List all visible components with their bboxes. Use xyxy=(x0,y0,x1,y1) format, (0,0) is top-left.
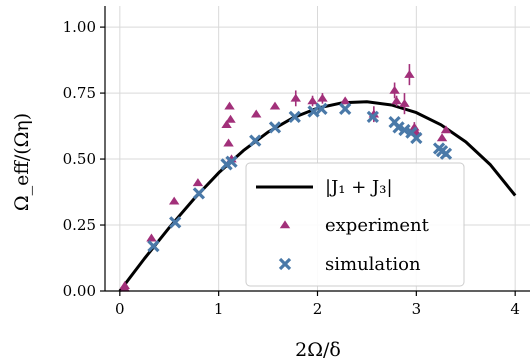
simulation-point xyxy=(315,102,328,116)
axes xyxy=(100,6,530,296)
experiment-point xyxy=(317,93,328,102)
x-tick-label: 3 xyxy=(412,300,422,318)
simulation-point xyxy=(410,131,423,145)
experiment-point xyxy=(269,101,281,110)
y-tick-label: 1.00 xyxy=(63,18,96,36)
simulation-marker-stroke xyxy=(192,187,206,200)
experiment-point xyxy=(223,138,234,147)
simulation-marker-stroke xyxy=(268,121,282,134)
experiment-point xyxy=(119,283,130,292)
experiment-point xyxy=(192,178,204,187)
experiment-point xyxy=(389,85,400,94)
y-tick-label: 0.00 xyxy=(63,282,96,300)
legend-simulation-marker xyxy=(278,257,292,271)
simulation-marker-stroke xyxy=(439,147,453,160)
simulation-markers xyxy=(147,102,453,253)
x-axis-label: 2Ω/δ xyxy=(295,339,341,361)
simulation-point xyxy=(366,110,379,123)
experiment-point xyxy=(436,133,448,142)
legend-experiment-swatch xyxy=(279,220,291,229)
experiment-point xyxy=(224,101,235,110)
y-tick-label: 0.50 xyxy=(63,150,96,168)
legend-simulation-swatch xyxy=(278,257,292,271)
legend-simulation-label: simulation xyxy=(325,254,421,275)
simulation-point xyxy=(225,155,238,168)
simulation-marker-stroke xyxy=(410,131,423,145)
experiment-point xyxy=(440,125,452,134)
x-tick-label: 2 xyxy=(313,300,323,318)
x-tick-label: 1 xyxy=(214,300,224,318)
experiment-point xyxy=(307,96,318,105)
experiment-point xyxy=(391,96,402,105)
simulation-marker-stroke xyxy=(315,102,328,116)
legend-theory-label: |J₁ + J₃| xyxy=(325,177,393,198)
simulation-marker-stroke xyxy=(249,134,262,147)
simulation-point xyxy=(169,216,182,229)
legend: |J₁ + J₃| experiment simulation xyxy=(245,162,465,287)
simulation-marker-stroke xyxy=(366,110,379,123)
tick-labels: 0 1 2 3 4 0.00 0.25 0.50 0.75 1.00 xyxy=(63,18,520,318)
simulation-point xyxy=(307,105,320,118)
simulation-marker-stroke xyxy=(278,257,292,271)
experiment-point xyxy=(146,233,157,242)
experiment-markers xyxy=(119,64,452,292)
experiment-point xyxy=(399,98,410,107)
experiment-point xyxy=(225,114,236,123)
legend-experiment-marker xyxy=(279,220,291,229)
simulation-marker-stroke xyxy=(169,216,182,229)
x-tick-label: 4 xyxy=(510,300,520,318)
legend-frame xyxy=(245,162,465,287)
experiment-point xyxy=(168,196,180,205)
simulation-point xyxy=(398,123,411,137)
experiment-point xyxy=(290,93,301,102)
experiment-point xyxy=(251,109,262,118)
simulation-marker-stroke xyxy=(339,102,352,116)
y-tick-label: 0.75 xyxy=(63,84,96,102)
simulation-marker-stroke xyxy=(147,240,160,253)
simulation-point xyxy=(192,187,206,200)
experiment-point xyxy=(339,96,351,105)
simulation-marker-stroke xyxy=(307,105,320,118)
simulation-point xyxy=(249,134,262,147)
simulation-marker-stroke xyxy=(398,123,411,137)
x-tick-label: 0 xyxy=(115,300,125,318)
simulation-marker-stroke xyxy=(405,126,418,139)
simulation-marker-stroke xyxy=(392,121,405,134)
simulation-point xyxy=(147,240,160,253)
simulation-point xyxy=(339,102,352,116)
simulation-marker-stroke xyxy=(225,155,238,168)
experiment-point xyxy=(404,69,415,78)
simulation-marker-stroke xyxy=(288,110,301,123)
simulation-point xyxy=(439,147,453,160)
experiment-point xyxy=(221,120,232,129)
legend-experiment-label: experiment xyxy=(325,215,430,236)
y-axis-label: Ω_eff/(Ωη) xyxy=(11,113,33,211)
simulation-point xyxy=(288,110,301,123)
y-tick-label: 0.25 xyxy=(63,216,96,234)
simulation-point xyxy=(268,121,282,134)
